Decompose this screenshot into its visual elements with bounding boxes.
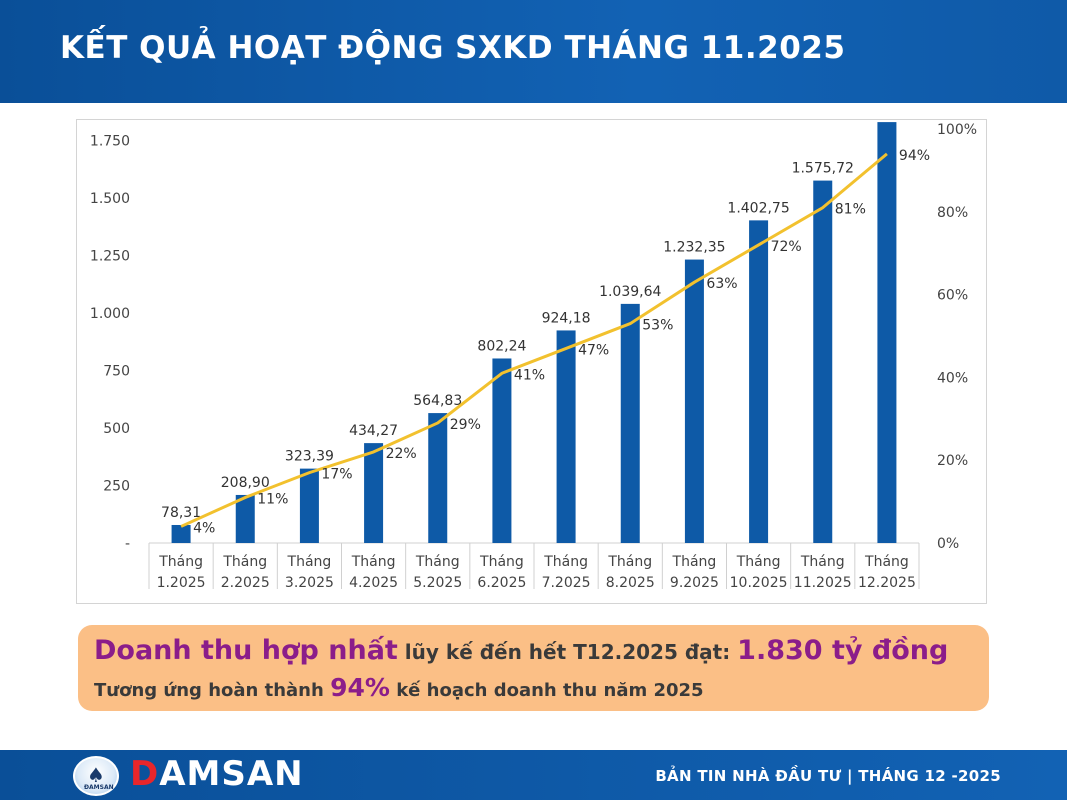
brand-rest: AMSAN <box>159 754 304 794</box>
x-tick-label-period: 5.2025 <box>413 575 462 591</box>
bar-5 <box>428 413 448 543</box>
bar-2 <box>235 494 255 543</box>
x-tick-label-month: Tháng <box>415 554 460 570</box>
bar-value-label: 1.232,35 <box>663 240 725 256</box>
x-tick-label-month: Tháng <box>543 554 588 570</box>
y-tick-label: 1.000 <box>90 306 130 322</box>
header-banner: KẾT QUẢ HOẠT ĐỘNG SXKD THÁNG 11.2025 <box>0 0 1067 103</box>
line-percent-label: 53% <box>642 318 673 334</box>
revenue-chart: - 250 500 750 1.000 1.250 1.500 1.750 0% 20% 40% 60… <box>90 122 977 591</box>
brand-first-letter: D <box>130 754 160 794</box>
bar-value-label: 564,83 <box>413 393 462 409</box>
x-tick-label-period: 4.2025 <box>349 575 398 591</box>
line-percent-label: 72% <box>771 239 802 255</box>
bar-8 <box>620 303 640 543</box>
x-tick-label-period: 10.2025 <box>730 575 788 591</box>
bar-4 <box>364 443 384 543</box>
summary-tail: kế hoạch doanh thu năm 2025 <box>389 680 704 701</box>
line-percent-label: 41% <box>514 367 545 383</box>
summary-percent-value: 94% <box>330 673 390 702</box>
bar-value-label: 1.402,75 <box>727 200 789 216</box>
summary-text-2: Tương ứng hoàn thành <box>94 680 331 701</box>
bar-1 <box>171 524 191 543</box>
x-tick-label-month: Tháng <box>479 554 524 570</box>
x-tick-label-period: 1.2025 <box>157 575 206 591</box>
x-tick-label-month: Tháng <box>864 554 909 570</box>
x-tick-label-period: 9.2025 <box>670 575 719 591</box>
y-tick-label: 500 <box>103 421 130 437</box>
summary-box: Doanh thu hợp nhất lũy kế đến hết T12.20… <box>78 625 989 711</box>
summary-line-2: Tương ứng hoàn thành 94% kế hoạch doanh … <box>94 671 973 708</box>
y-tick-label: 250 <box>103 479 130 495</box>
line-percent-label: 17% <box>321 467 352 483</box>
x-tick-label-period: 8.2025 <box>606 575 655 591</box>
x-tick-label-period: 11.2025 <box>794 575 852 591</box>
completion-line <box>180 152 888 528</box>
y-tick-label: - <box>125 536 130 552</box>
bar-value-label: 1.575,72 <box>792 161 854 177</box>
bar-value-label: 434,27 <box>349 423 398 439</box>
line-percent-label: 4% <box>193 520 215 536</box>
newsletter-label: BẢN TIN NHÀ ĐẦU TƯ | THÁNG 12 -2025 <box>655 767 1001 785</box>
y2-tick-label: 40% <box>937 370 968 386</box>
y2-tick-label: 60% <box>937 288 968 304</box>
bar-value-label: 802,24 <box>477 338 526 354</box>
x-tick-label-period: 2.2025 <box>221 575 270 591</box>
bar-value-label: 208,90 <box>221 475 270 491</box>
bar-11 <box>813 180 833 543</box>
line-percent-label: 81% <box>835 202 866 218</box>
chart-container: - 250 500 750 1.000 1.250 1.500 1.750 0% 20% 40% 60… <box>76 119 987 604</box>
summary-highlight: Doanh thu hợp nhất <box>94 635 398 666</box>
x-tick-label-month: Tháng <box>351 554 396 570</box>
y2-tick-label: 20% <box>937 453 968 469</box>
y-tick-label: 1.250 <box>90 249 130 265</box>
y-tick-label: 1.750 <box>90 134 130 150</box>
page-title: KẾT QUẢ HOẠT ĐỘNG SXKD THÁNG 11.2025 <box>60 30 846 66</box>
y2-tick-label: 80% <box>937 205 968 221</box>
line-percent-label: 11% <box>257 491 288 507</box>
summary-line-1: Doanh thu hợp nhất lũy kế đến hết T12.20… <box>94 632 973 671</box>
x-tick-label-month: Tháng <box>158 554 203 570</box>
x-tick-label-month: Tháng <box>222 554 267 570</box>
line-percent-label: 29% <box>450 417 481 433</box>
bar-12 <box>877 122 897 543</box>
x-tick-label-month: Tháng <box>607 554 652 570</box>
damsan-logo-icon: ♠ ĐAMSAN <box>73 756 119 796</box>
logo-figure-icon: ♠ <box>87 763 105 787</box>
bar-3 <box>299 468 319 543</box>
bar-value-label: 924,18 <box>542 310 591 326</box>
summary-revenue-value: 1.830 tỷ đồng <box>737 635 949 666</box>
footer-bar <box>0 750 1067 800</box>
x-tick-label-period: 7.2025 <box>542 575 591 591</box>
line-percent-label: 63% <box>706 276 737 292</box>
bar-value-label: 323,39 <box>285 449 334 465</box>
x-tick-label-month: Tháng <box>736 554 781 570</box>
line-percent-label: 94% <box>899 148 930 164</box>
x-tick-label-period: 3.2025 <box>285 575 334 591</box>
y-tick-label: 1.500 <box>90 191 130 207</box>
y2-tick-label: 0% <box>937 536 959 552</box>
summary-text: lũy kế đến hết T12.2025 đạt: <box>397 640 738 664</box>
line-percent-label: 47% <box>578 342 609 358</box>
y2-tick-label: 100% <box>937 122 977 138</box>
x-tick-label-period: 6.2025 <box>477 575 526 591</box>
bar-10 <box>749 220 769 543</box>
x-tick-label-month: Tháng <box>287 554 332 570</box>
brand-name: DAMSAN <box>130 752 304 796</box>
y-tick-label: 750 <box>103 364 130 380</box>
bar-7 <box>556 330 576 543</box>
line-percent-label: 22% <box>386 446 417 462</box>
bar-value-label: 78,31 <box>161 505 201 521</box>
x-tick-label-month: Tháng <box>800 554 845 570</box>
x-tick-label-month: Tháng <box>672 554 717 570</box>
logo-small-text: ĐAMSAN <box>84 784 114 791</box>
bar-9 <box>684 259 704 543</box>
bar-value-label: 1.039,64 <box>599 284 661 300</box>
x-tick-label-period: 12.2025 <box>858 575 916 591</box>
bar-6 <box>492 358 512 543</box>
